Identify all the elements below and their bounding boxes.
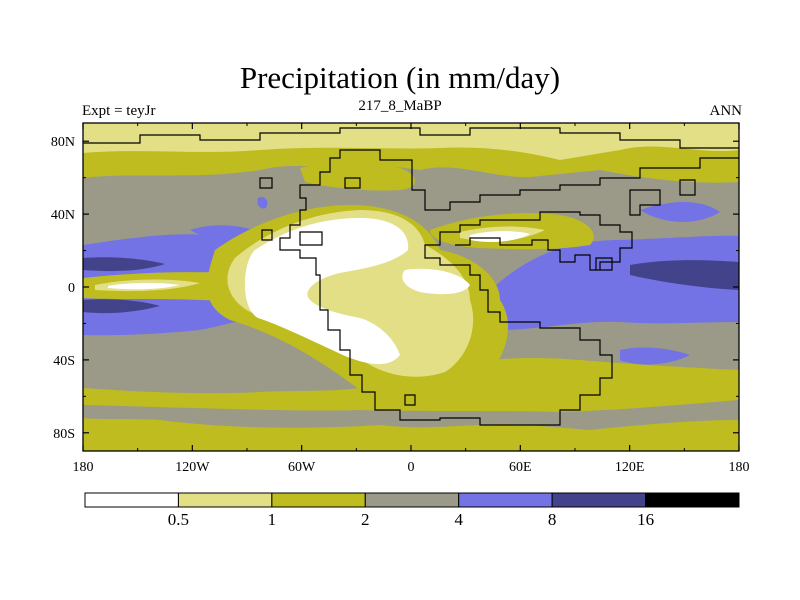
colorbar-box	[458, 492, 553, 508]
map-title: Precipitation (in mm/day)	[239, 60, 561, 95]
colorbar-label: 2	[361, 510, 370, 529]
field-arctic-pale	[83, 123, 739, 160]
field-blue-patch	[257, 197, 268, 209]
experiment-label: Expt = teyJr	[82, 103, 156, 119]
field-eastern-blue	[480, 235, 739, 330]
colorbar-box	[551, 492, 647, 508]
colorbar-box	[84, 492, 179, 508]
continent-outline	[83, 127, 739, 426]
y-tick-label: 0	[68, 281, 75, 296]
colorbar-label: 0.5	[168, 510, 189, 529]
field-darkblue-east	[630, 260, 739, 290]
x-tick-label: 60E	[509, 460, 532, 475]
field-antarctic-olive	[83, 418, 739, 451]
colorbar-label: 1	[268, 510, 277, 529]
colorbar-box	[364, 492, 460, 508]
field-white-equator	[108, 282, 180, 290]
period-label: 217_8_MaBP	[358, 98, 442, 114]
colorbar-label: 8	[548, 510, 557, 529]
x-tick-label: 120E	[615, 460, 645, 475]
y-tick-label: 80N	[51, 135, 75, 150]
y-tick-label: 40S	[53, 354, 75, 369]
colorbar-label: 4	[454, 510, 463, 529]
x-tick-label: 180	[73, 460, 94, 475]
x-tick-label: 180	[729, 460, 750, 475]
field-darkblue-sw	[83, 299, 160, 314]
colorbar: 0.5 1 2 4 8 16	[84, 492, 740, 529]
field-darkblue-west	[83, 257, 165, 272]
x-tick-label: 0	[408, 460, 415, 475]
x-tick-label: 120W	[175, 460, 210, 475]
season-label: ANN	[709, 103, 743, 119]
colorbar-label: 16	[637, 510, 654, 529]
x-tick-label: 60W	[288, 460, 316, 475]
colorbar-box	[645, 492, 740, 508]
y-tick-label: 80S	[53, 427, 75, 442]
y-tick-label: 40N	[51, 208, 75, 223]
map-field	[83, 123, 739, 451]
field-sh-blue	[620, 347, 690, 365]
field-white-africa	[402, 268, 470, 295]
field-white-north	[244, 218, 409, 365]
field-north-olive	[300, 162, 415, 191]
colorbar-box	[271, 492, 366, 508]
axis-ticks: 180 120W 60W 0 60E 120E 180 80N 40N 0 40S 80S	[51, 123, 750, 475]
field-white-asia	[470, 231, 530, 242]
colorbar-box	[177, 492, 273, 508]
field-subtropic-blue-ne	[640, 202, 720, 222]
